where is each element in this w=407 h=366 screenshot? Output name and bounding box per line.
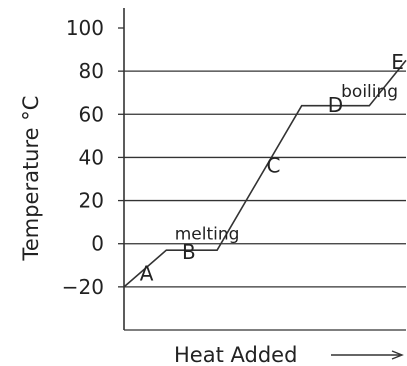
y-tick-label: 60 [79, 102, 104, 126]
series-line [123, 59, 407, 288]
y-tick-labels: 100 80 60 40 20 0 −20 [62, 16, 124, 299]
phase-label: boiling [341, 82, 398, 102]
annotations: melting boiling A B C D E [140, 50, 404, 285]
series-layer [123, 59, 407, 288]
y-tick-label: 100 [66, 16, 104, 40]
y-tick-label: 40 [79, 145, 104, 169]
gridlines [124, 70, 406, 331]
x-axis-title: Heat Added [174, 343, 297, 366]
segment-letter: A [140, 261, 154, 285]
y-tick-label: 80 [79, 59, 104, 83]
y-tick-label: 0 [91, 232, 104, 256]
segment-letter: B [182, 240, 196, 264]
phase-label: melting [175, 224, 240, 244]
segment-letter: C [266, 154, 280, 178]
segment-letter: E [391, 50, 404, 74]
y-tick-label: 20 [79, 189, 104, 213]
y-axis-title: Temperature °C [19, 96, 43, 262]
segment-letter: D [328, 93, 343, 117]
x-axis-arrow [331, 350, 404, 360]
y-tick-label: −20 [62, 275, 104, 299]
